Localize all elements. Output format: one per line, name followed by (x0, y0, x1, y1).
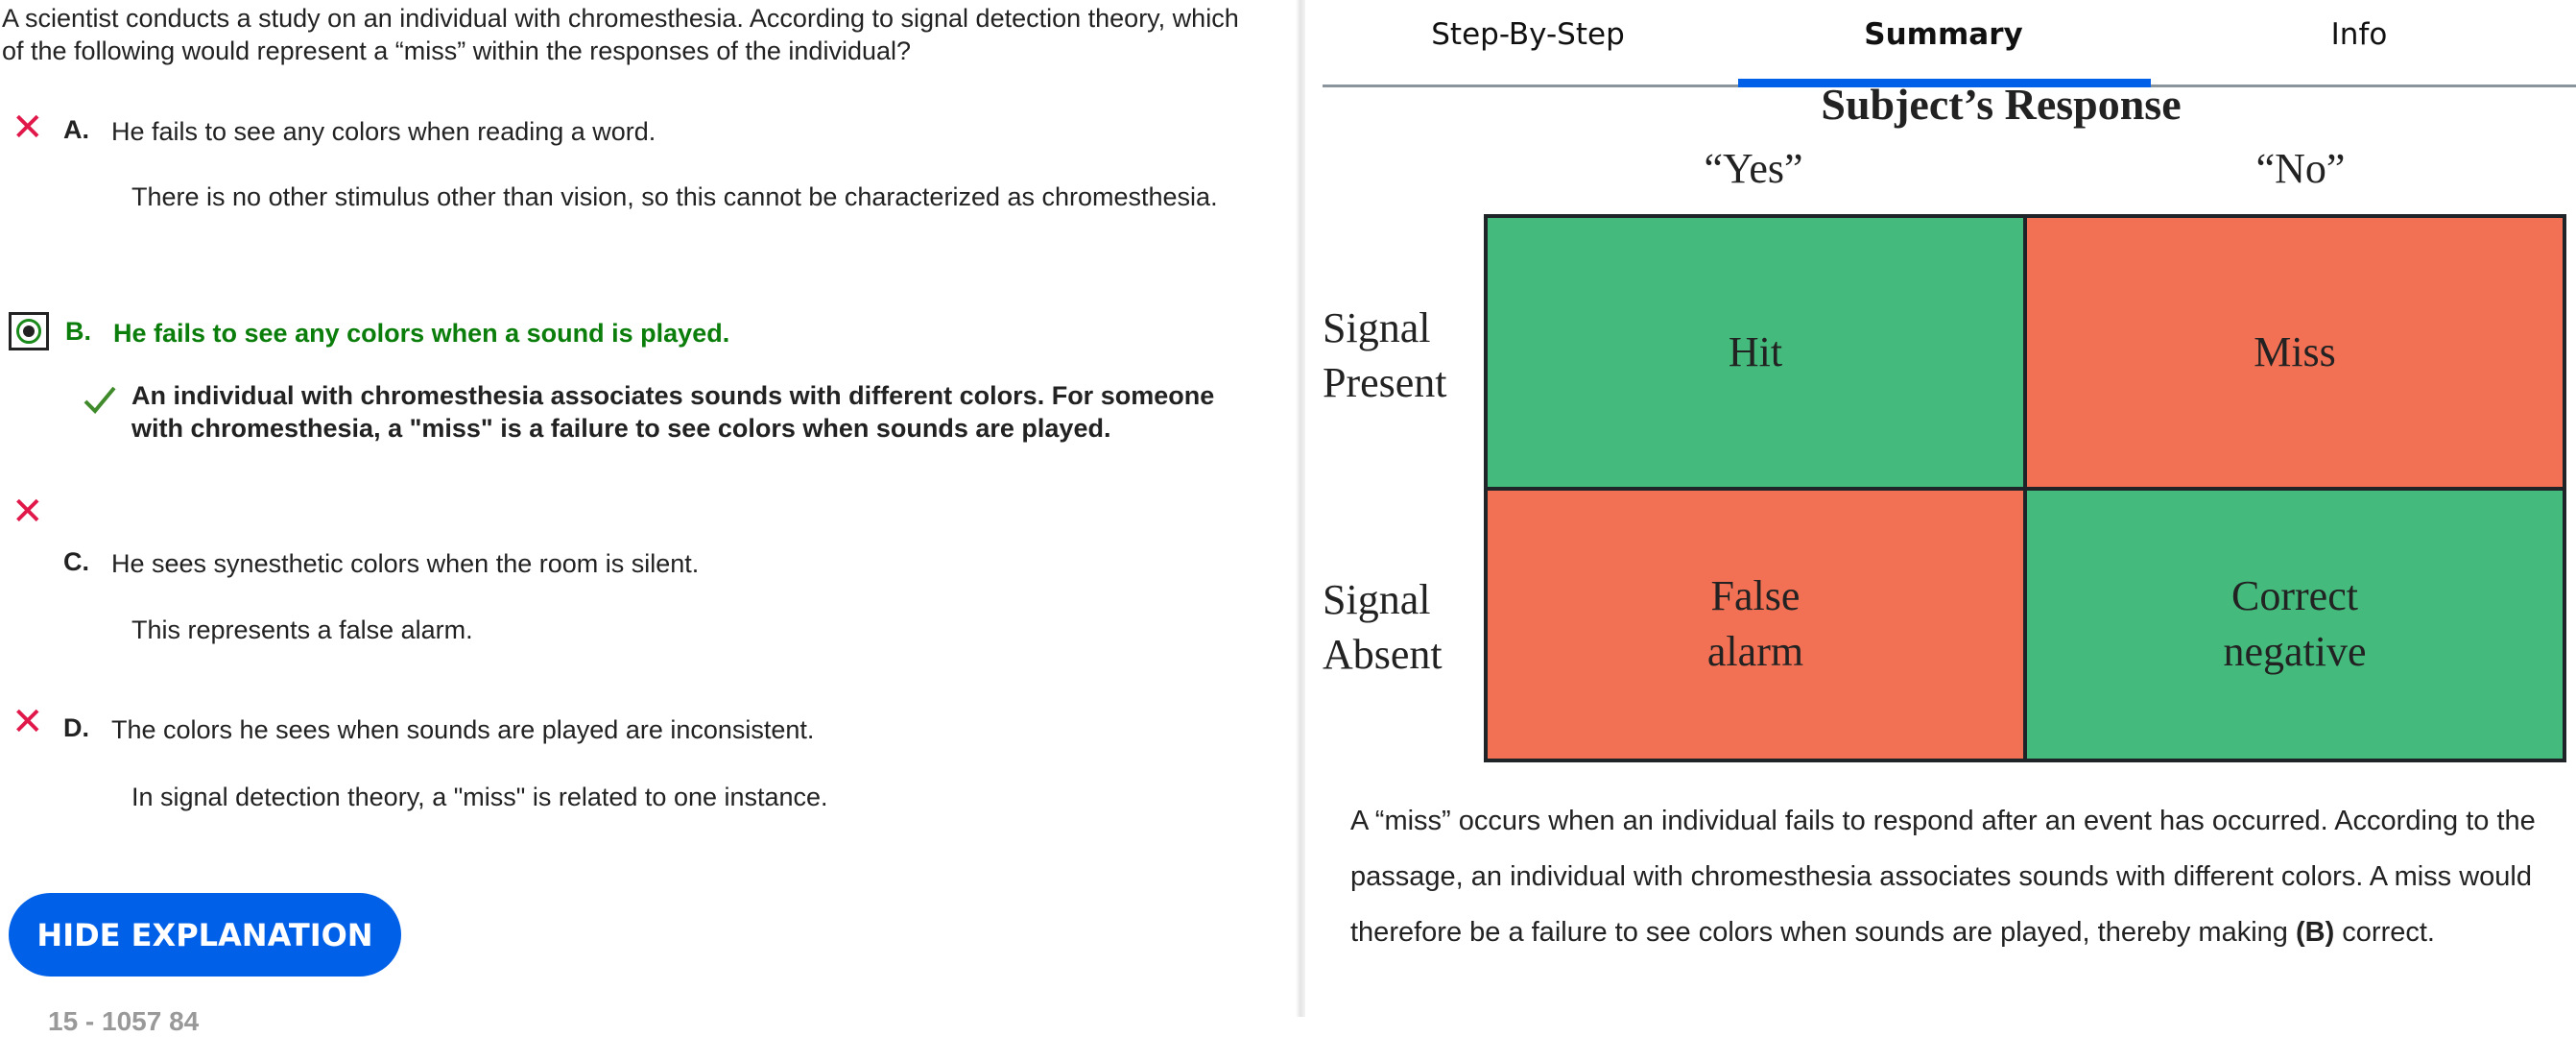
signal-detection-grid: Hit Miss False alarm Correct negative (1484, 214, 2566, 762)
cell-correct-negative: Correct negative (2027, 490, 2563, 759)
option-d-explanation: In signal detection theory, a "miss" is … (131, 783, 828, 811)
option-b-text[interactable]: He fails to see any colors when a sound … (113, 319, 730, 348)
cell-miss: Miss (2027, 218, 2563, 487)
option-b-explanation: An individual with chromesthesia associa… (131, 381, 1215, 443)
option-d-text[interactable]: The colors he sees when sounds are playe… (111, 715, 815, 744)
column-yes: “Yes” (1704, 145, 1803, 192)
option-c-text[interactable]: He sees synesthetic colors when the room… (111, 549, 700, 578)
option-c-letter: C. (63, 547, 89, 576)
diagram-title: Subject’s Response (1821, 80, 2182, 129)
incorrect-x-icon: ✕ (12, 107, 44, 149)
tab-summary[interactable]: Summary (1864, 17, 2023, 52)
panel-divider (1296, 0, 1305, 1017)
option-d-letter: D. (63, 713, 89, 742)
cell-hit: Hit (1488, 218, 2023, 487)
option-c-explanation: This represents a false alarm. (131, 615, 473, 644)
option-a-explanation: There is no other stimulus other than vi… (131, 182, 1218, 211)
question-text: A scientist conducts a study on an indiv… (2, 4, 1239, 65)
checkmark-icon (83, 386, 116, 414)
hide-explanation-button[interactable]: HIDE EXPLANATION (9, 893, 401, 977)
tab-info[interactable]: Info (2330, 17, 2388, 52)
incorrect-x-icon: ✕ (12, 701, 44, 743)
cell-false-alarm: False alarm (1488, 490, 2023, 759)
option-a-text[interactable]: He fails to see any colors when reading … (111, 117, 656, 146)
tab-step-by-step[interactable]: Step-By-Step (1431, 17, 1625, 52)
option-b-radio-selected[interactable] (9, 312, 49, 350)
incorrect-x-icon: ✕ (12, 491, 44, 533)
row-signal-absent: Signal Absent (1323, 576, 1443, 678)
column-no: “No” (2255, 145, 2346, 192)
question-id: 15 - 1057 84 (48, 1006, 200, 1036)
row-signal-present: Signal Present (1323, 304, 1447, 406)
option-a-letter: A. (63, 115, 89, 144)
active-tab-indicator (1738, 79, 2151, 87)
summary-paragraph: A “miss” occurs when an individual fails… (1350, 806, 2536, 948)
option-b-letter: B. (65, 317, 91, 346)
